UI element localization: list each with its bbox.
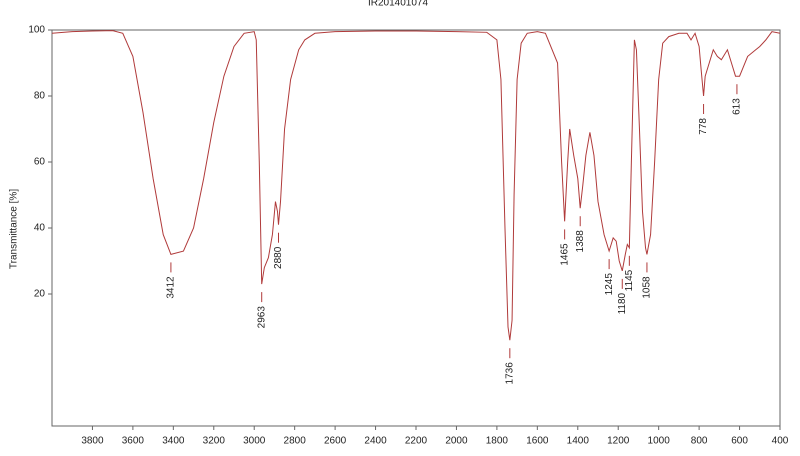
peak-label: 3412 bbox=[166, 276, 177, 299]
x-tick-label: 600 bbox=[731, 436, 748, 447]
peak-label: 1388 bbox=[575, 230, 586, 253]
x-tick-label: 2600 bbox=[324, 436, 347, 447]
y-axis-label: Transmittance [%] bbox=[9, 189, 20, 269]
peak-label: 1736 bbox=[504, 362, 515, 385]
x-tick-label: 3600 bbox=[122, 436, 145, 447]
plot-frame bbox=[51, 29, 781, 427]
chart-title: IR201401074 bbox=[368, 0, 428, 9]
x-tick-label: 1800 bbox=[486, 436, 509, 447]
peak-label: 1180 bbox=[617, 292, 628, 314]
x-tick-label: 800 bbox=[691, 436, 708, 447]
peak-label: 2880 bbox=[273, 246, 284, 269]
x-tick-label: 1400 bbox=[567, 436, 590, 447]
x-tick-label: 2800 bbox=[284, 436, 307, 447]
spectrum-line bbox=[51, 30, 781, 341]
x-tick-label: 3000 bbox=[243, 436, 266, 447]
peak-label: 778 bbox=[698, 118, 709, 135]
x-tick-label: 3400 bbox=[162, 436, 185, 447]
y-tick-label: 80 bbox=[34, 91, 46, 102]
peak-label: 613 bbox=[732, 98, 743, 115]
x-tick-label: 1600 bbox=[526, 436, 549, 447]
x-tick-label: 2400 bbox=[364, 436, 387, 447]
x-tick-label: 400 bbox=[772, 436, 789, 447]
peak-label: 1058 bbox=[642, 276, 653, 299]
x-tick-label: 1200 bbox=[607, 436, 630, 447]
peak-label: 1245 bbox=[604, 273, 615, 296]
x-tick-label: 3800 bbox=[81, 436, 104, 447]
y-tick-label: 40 bbox=[34, 223, 46, 234]
peak-label: 2963 bbox=[256, 306, 267, 329]
y-tick-label: 20 bbox=[34, 289, 46, 300]
y-tick-label: 100 bbox=[28, 25, 45, 36]
peak-label: 1145 bbox=[624, 269, 635, 291]
x-tick-label: 2000 bbox=[445, 436, 468, 447]
x-tick-label: 3200 bbox=[203, 436, 226, 447]
peak-label: 1465 bbox=[559, 243, 570, 266]
x-tick-label: 1000 bbox=[648, 436, 671, 447]
y-tick-label: 60 bbox=[34, 157, 46, 168]
x-tick-label: 2200 bbox=[405, 436, 428, 447]
